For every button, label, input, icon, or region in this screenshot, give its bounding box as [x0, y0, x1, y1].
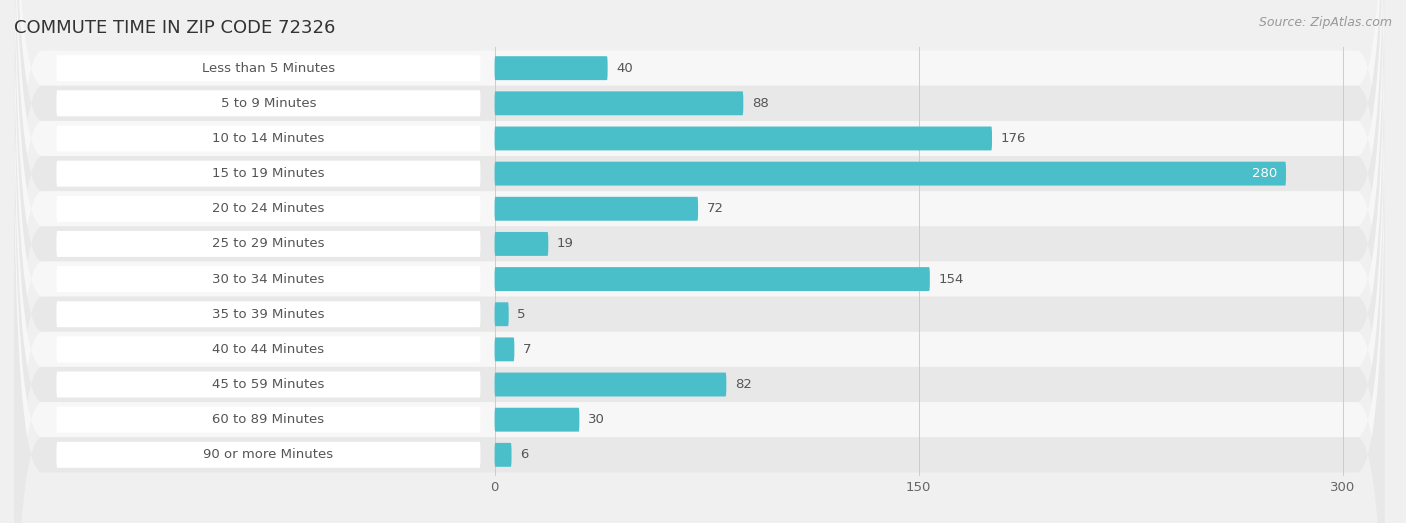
FancyBboxPatch shape [495, 337, 515, 361]
Text: 30: 30 [588, 413, 605, 426]
Text: 7: 7 [523, 343, 531, 356]
FancyBboxPatch shape [56, 161, 481, 187]
FancyBboxPatch shape [14, 16, 1385, 523]
FancyBboxPatch shape [56, 90, 481, 116]
Text: 90 or more Minutes: 90 or more Minutes [204, 448, 333, 461]
Text: 88: 88 [752, 97, 769, 110]
FancyBboxPatch shape [495, 232, 548, 256]
FancyBboxPatch shape [14, 0, 1385, 402]
FancyBboxPatch shape [56, 266, 481, 292]
FancyBboxPatch shape [495, 372, 727, 396]
FancyBboxPatch shape [56, 371, 481, 397]
FancyBboxPatch shape [56, 442, 481, 468]
FancyBboxPatch shape [56, 407, 481, 433]
Text: 35 to 39 Minutes: 35 to 39 Minutes [212, 308, 325, 321]
Text: 280: 280 [1253, 167, 1278, 180]
FancyBboxPatch shape [495, 197, 697, 221]
FancyBboxPatch shape [14, 0, 1385, 523]
FancyBboxPatch shape [14, 0, 1385, 523]
FancyBboxPatch shape [56, 301, 481, 327]
FancyBboxPatch shape [56, 55, 481, 81]
Text: 30 to 34 Minutes: 30 to 34 Minutes [212, 272, 325, 286]
FancyBboxPatch shape [14, 0, 1385, 507]
Text: 82: 82 [735, 378, 752, 391]
FancyBboxPatch shape [14, 0, 1385, 523]
FancyBboxPatch shape [14, 0, 1385, 523]
FancyBboxPatch shape [495, 56, 607, 80]
FancyBboxPatch shape [56, 336, 481, 362]
FancyBboxPatch shape [495, 92, 744, 115]
FancyBboxPatch shape [495, 443, 512, 467]
Text: 5: 5 [517, 308, 526, 321]
FancyBboxPatch shape [495, 408, 579, 431]
Text: 25 to 29 Minutes: 25 to 29 Minutes [212, 237, 325, 251]
FancyBboxPatch shape [14, 86, 1385, 523]
Text: 5 to 9 Minutes: 5 to 9 Minutes [221, 97, 316, 110]
Text: 40 to 44 Minutes: 40 to 44 Minutes [212, 343, 325, 356]
Text: 72: 72 [707, 202, 724, 215]
FancyBboxPatch shape [495, 267, 929, 291]
Text: 20 to 24 Minutes: 20 to 24 Minutes [212, 202, 325, 215]
FancyBboxPatch shape [14, 51, 1385, 523]
FancyBboxPatch shape [56, 196, 481, 222]
FancyBboxPatch shape [14, 121, 1385, 523]
Text: 45 to 59 Minutes: 45 to 59 Minutes [212, 378, 325, 391]
FancyBboxPatch shape [56, 231, 481, 257]
FancyBboxPatch shape [495, 162, 1286, 186]
Text: 60 to 89 Minutes: 60 to 89 Minutes [212, 413, 325, 426]
Text: 40: 40 [616, 62, 633, 75]
FancyBboxPatch shape [14, 0, 1385, 437]
Text: COMMUTE TIME IN ZIP CODE 72326: COMMUTE TIME IN ZIP CODE 72326 [14, 19, 336, 37]
Text: Source: ZipAtlas.com: Source: ZipAtlas.com [1258, 16, 1392, 29]
FancyBboxPatch shape [495, 302, 509, 326]
Text: 10 to 14 Minutes: 10 to 14 Minutes [212, 132, 325, 145]
FancyBboxPatch shape [495, 127, 993, 151]
Text: 19: 19 [557, 237, 574, 251]
Text: 154: 154 [938, 272, 963, 286]
FancyBboxPatch shape [14, 0, 1385, 472]
Text: 176: 176 [1001, 132, 1026, 145]
Text: Less than 5 Minutes: Less than 5 Minutes [202, 62, 335, 75]
FancyBboxPatch shape [56, 126, 481, 152]
Text: 15 to 19 Minutes: 15 to 19 Minutes [212, 167, 325, 180]
Text: 6: 6 [520, 448, 529, 461]
